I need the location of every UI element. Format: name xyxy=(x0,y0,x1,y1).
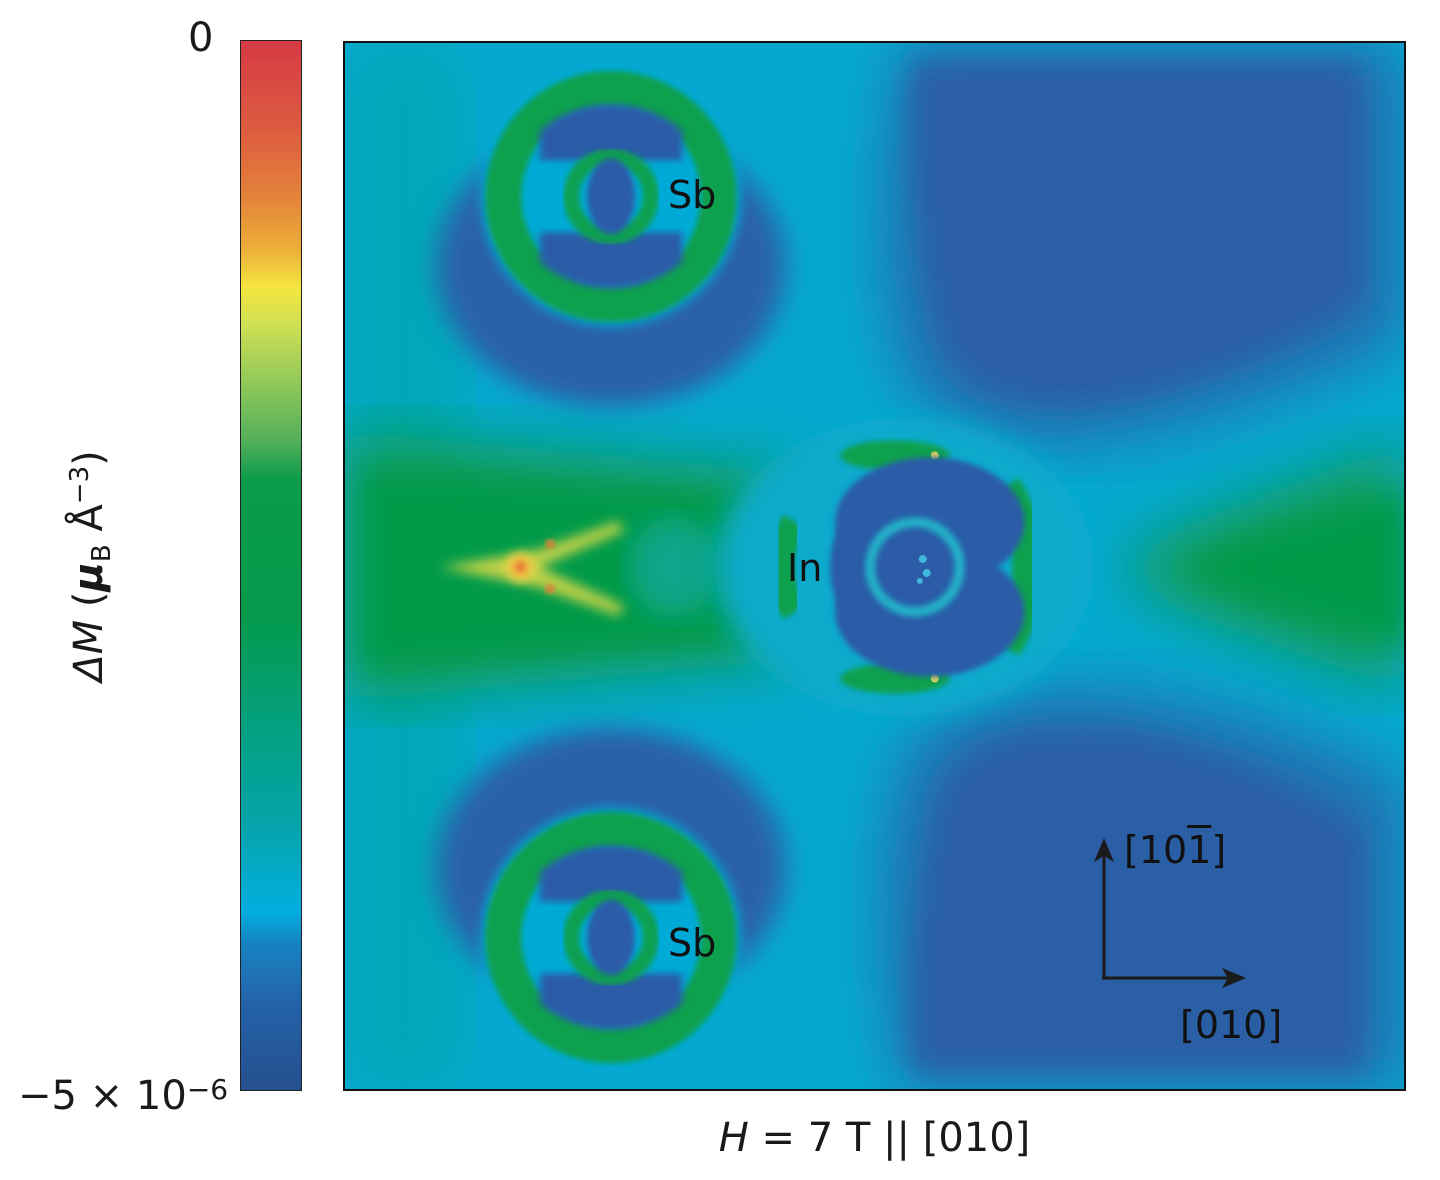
paren-open: ( xyxy=(66,591,112,620)
dir-v-barred: 1 xyxy=(1187,828,1212,872)
direction-label-vertical: [101] xyxy=(1124,828,1226,872)
atom-label-sb-top: Sb xyxy=(668,173,717,217)
colorbar-axis-label: ΔM (μB Å−3) xyxy=(50,346,117,786)
dir-v-prefix: [10 xyxy=(1124,828,1188,872)
direction-label-horizontal: [010] xyxy=(1180,1003,1283,1047)
colorbar-min-exponent: −6 xyxy=(186,1073,229,1106)
magnetization-density-map: Sb In Sb xyxy=(343,41,1406,1091)
density-map-graphic xyxy=(345,43,1404,1089)
colorbar xyxy=(240,40,302,1091)
atom-label-sb-bottom: Sb xyxy=(668,921,717,965)
colorbar-min-label: −5 × 10−6 xyxy=(18,1072,228,1120)
colorbar-min-mantissa: −5 × 10 xyxy=(18,1073,187,1119)
field-condition-text: = 7 T || [010] xyxy=(748,1115,1031,1161)
mu-symbol: μ xyxy=(66,562,112,592)
colorbar-max-label: 0 xyxy=(188,15,214,61)
delta-m-symbol: ΔM xyxy=(66,619,112,682)
atom-label-in: In xyxy=(787,546,823,590)
angstrom-unit: Å xyxy=(66,504,112,545)
paren-close: ) xyxy=(66,450,112,466)
field-symbol: H xyxy=(718,1115,749,1161)
dir-v-suffix: ] xyxy=(1211,828,1227,872)
crystal-axes-arrows-icon xyxy=(1094,838,1246,988)
unit-exponent: −3 xyxy=(65,465,95,505)
field-condition-caption: H = 7 T || [010] xyxy=(343,1112,1406,1164)
mu-subscript: B xyxy=(87,544,117,563)
